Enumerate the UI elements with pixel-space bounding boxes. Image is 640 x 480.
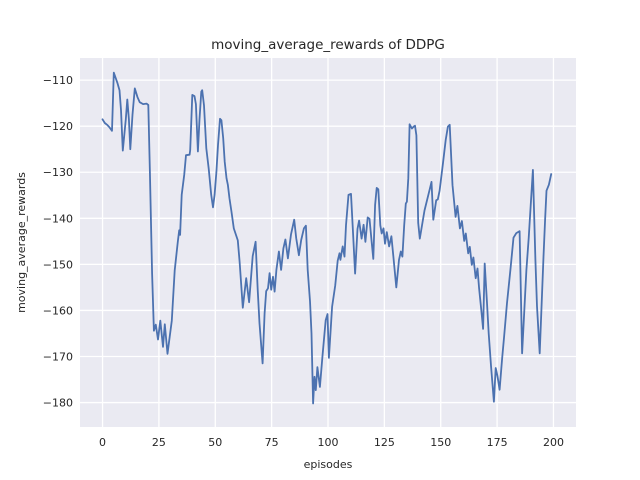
y-tick-label: −120 [43, 120, 73, 133]
x-tick-label: 175 [487, 436, 508, 449]
x-tick-label: 75 [265, 436, 279, 449]
chart-title: moving_average_rewards of DDPG [211, 37, 445, 53]
x-tick-label: 100 [318, 436, 339, 449]
y-tick-label: −160 [43, 304, 73, 317]
x-tick-label: 0 [99, 436, 106, 449]
series-line-moving_average_rewards [101, 71, 553, 405]
y-tick-label: −140 [43, 212, 73, 225]
y-tick-label: −130 [43, 166, 73, 179]
x-tick-label: 50 [208, 436, 222, 449]
x-tick-label: 150 [430, 436, 451, 449]
x-tick-label: 200 [543, 436, 564, 449]
data-line-group [101, 71, 553, 405]
y-axis-tick-labels: −110 −120 −130 −140 −150 −160 −170 −180 [43, 74, 73, 409]
gridlines [80, 58, 576, 427]
x-tick-label: 125 [374, 436, 395, 449]
y-tick-label: −170 [43, 351, 73, 364]
y-tick-label: −110 [43, 74, 73, 87]
y-tick-label: −180 [43, 397, 73, 410]
x-axis-tick-labels: 0 25 50 75 100 125 150 175 200 [99, 436, 564, 449]
y-tick-label: −150 [43, 258, 73, 271]
x-axis-label: episodes [304, 458, 353, 471]
y-axis-label: moving_average_rewards [15, 172, 28, 313]
x-tick-label: 25 [152, 436, 166, 449]
